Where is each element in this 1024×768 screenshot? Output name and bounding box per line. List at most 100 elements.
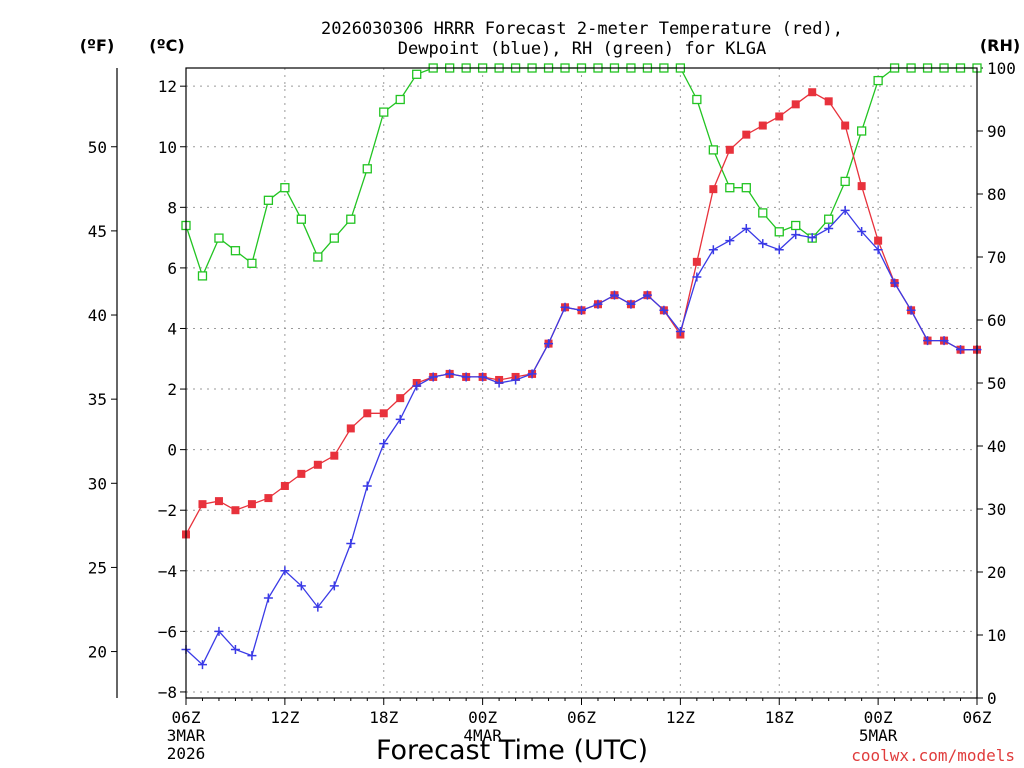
dewpoint-point <box>824 224 834 234</box>
dewpoint-point <box>741 224 751 234</box>
temperature-point <box>330 451 339 460</box>
temperature-point <box>247 500 256 509</box>
rh-tick-label: 30 <box>987 500 1006 519</box>
x-tick-label: 00Z <box>468 708 497 727</box>
credit-text: coolwx.com/models <box>851 746 1015 765</box>
dewpoint-point <box>313 602 323 612</box>
temperature-point <box>396 394 405 403</box>
dewpoint-point <box>675 327 685 337</box>
celsius-unit-label: (ºC) <box>149 36 184 55</box>
temperature-point <box>214 497 223 506</box>
dewpoint-point <box>379 439 389 449</box>
fahrenheit-tick-label: 50 <box>88 138 107 157</box>
rh-point <box>214 233 224 243</box>
x-tick-date-label: 5MAR <box>859 726 898 745</box>
temperature-point <box>280 481 289 490</box>
rh-point <box>280 183 290 193</box>
dewpoint-point <box>791 230 801 240</box>
dewpoint-series <box>181 205 982 670</box>
dewpoint-point <box>857 227 867 237</box>
x-tick-date-label: 3MAR <box>167 726 206 745</box>
dewpoint-point <box>593 299 603 309</box>
chart-title-line-2: Dewpoint (blue), RH (green) for KLGA <box>398 39 766 59</box>
rh-tick-label: 10 <box>987 626 1006 645</box>
temperature-point <box>297 469 306 478</box>
rh-point <box>840 176 850 187</box>
rh-point <box>758 208 768 218</box>
rh-tick-label: 90 <box>987 122 1006 141</box>
rh-point <box>791 220 801 231</box>
temperature-point <box>346 424 355 433</box>
dewpoint-point <box>511 375 521 385</box>
rh-tick-label: 60 <box>987 311 1006 330</box>
rh-tick-label: 40 <box>987 437 1006 456</box>
dewpoint-point <box>214 626 224 636</box>
rh-point <box>774 227 784 237</box>
grid-lines <box>186 68 977 698</box>
temperature-point <box>775 112 784 121</box>
dewpoint-point <box>890 278 900 288</box>
rh-point <box>873 75 883 86</box>
dewpoint-point <box>412 381 422 391</box>
dewpoint-point <box>659 305 669 315</box>
x-tick-date-label: 4MAR <box>463 726 502 745</box>
celsius-tick-label: 2 <box>167 380 177 399</box>
dewpoint-point <box>230 645 240 655</box>
celsius-tick-label: −6 <box>158 622 177 641</box>
temperature-point <box>824 97 833 106</box>
temperature-point <box>231 506 240 515</box>
dewpoint-point <box>692 272 702 282</box>
x-axis-title: Forecast Time (UTC) <box>376 735 648 766</box>
temperature-point <box>313 460 322 469</box>
rh-point <box>725 183 735 193</box>
temperature-point <box>758 121 767 130</box>
temperature-point <box>264 494 273 503</box>
series-layer <box>181 63 982 670</box>
dewpoint-point <box>923 336 933 346</box>
x-tick-label: 18Z <box>765 708 794 727</box>
celsius-tick-label: 4 <box>167 319 177 338</box>
temperature-point <box>692 257 701 266</box>
x-tick-label: 12Z <box>270 708 299 727</box>
celsius-axis: 12 10 8 6 4 2 0 −2 −4 −6 −8 <box>158 77 186 702</box>
dewpoint-point <box>263 593 273 603</box>
dewpoint-point <box>478 372 488 382</box>
dewpoint-point <box>939 336 949 346</box>
x-tick-label: 12Z <box>666 708 695 727</box>
rh-point <box>263 195 274 205</box>
rh-point <box>197 271 208 281</box>
fahrenheit-tick-label: 25 <box>88 558 107 577</box>
rh-unit-label: (RH) <box>980 36 1020 55</box>
celsius-tick-label: −8 <box>158 683 177 702</box>
temperature-point <box>857 182 866 191</box>
dewpoint-point <box>956 345 966 355</box>
temperature-point <box>742 130 751 139</box>
dewpoint-point <box>280 566 290 576</box>
celsius-tick-label: 8 <box>167 198 177 217</box>
x-tick-label: 00Z <box>864 708 893 727</box>
dewpoint-point <box>544 339 554 349</box>
fahrenheit-tick-label: 40 <box>88 306 107 325</box>
x-tick-year-label: 2026 <box>167 744 206 763</box>
celsius-tick-label: 12 <box>158 77 177 96</box>
dewpoint-point <box>461 372 471 382</box>
rh-tick-label: 70 <box>987 248 1006 267</box>
dewpoint-point <box>346 539 356 549</box>
dewpoint-point <box>296 581 306 591</box>
rh-tick-label: 80 <box>987 185 1006 204</box>
dewpoint-point <box>708 245 718 255</box>
rh-point <box>362 164 372 174</box>
rh-point <box>346 214 356 224</box>
x-tick-label: 06Z <box>963 708 992 727</box>
temperature-point <box>725 145 734 154</box>
rh-tick-label: 50 <box>987 374 1006 393</box>
rh-point <box>856 126 867 136</box>
rh-point <box>692 94 702 105</box>
rh-point <box>708 145 718 155</box>
celsius-tick-label: −4 <box>158 562 177 581</box>
rh-tick-label: 0 <box>987 689 997 708</box>
x-tick-label: 18Z <box>369 708 398 727</box>
rh-point <box>247 258 257 268</box>
